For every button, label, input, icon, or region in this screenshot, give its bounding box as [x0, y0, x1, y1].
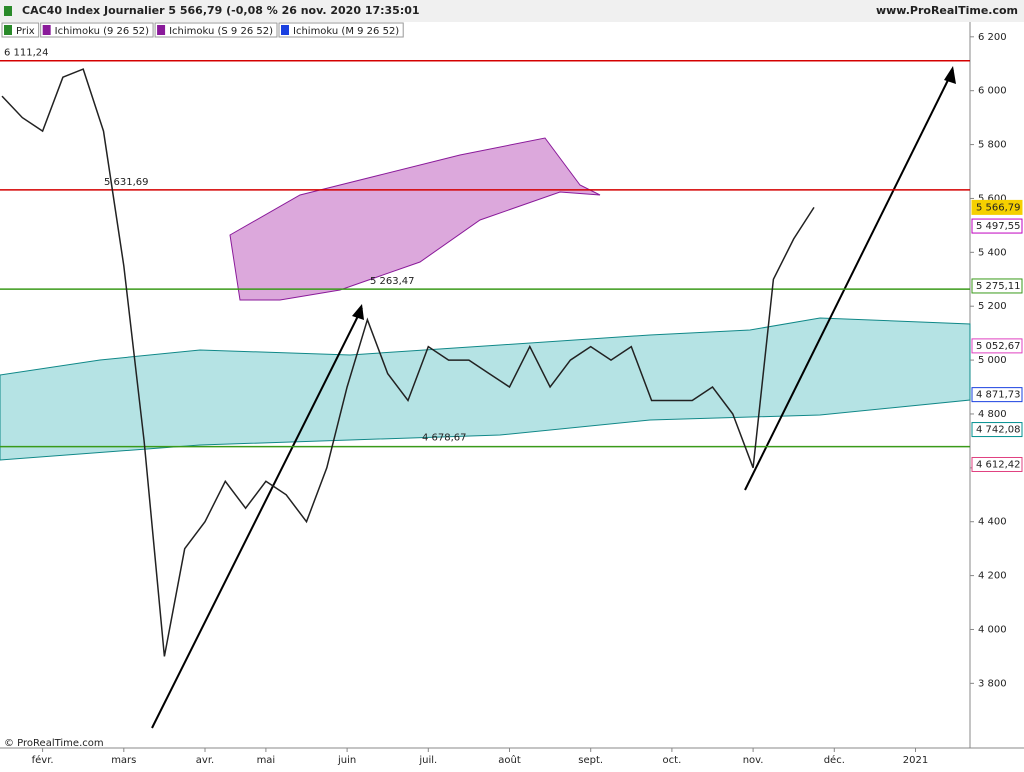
arrow [744, 69, 954, 491]
price-tag-label: 4 742,08 [976, 425, 1021, 436]
y-tick-label: 6 200 [978, 32, 1007, 43]
y-tick-label: 5 400 [978, 247, 1007, 258]
y-tick-label: 6 000 [978, 86, 1007, 97]
legend-swatch [281, 25, 289, 35]
arrowhead [944, 66, 956, 84]
x-tick-label: mars [111, 755, 136, 766]
x-tick-label: sept. [578, 755, 603, 766]
level-label: 4 678,67 [422, 433, 467, 444]
x-tick-label: nov. [743, 755, 764, 766]
footer: © ProRealTime.com [4, 738, 104, 749]
legend-box [1, 22, 40, 38]
x-tick-label: juin [337, 755, 356, 766]
price-tag-label: 4 612,42 [976, 459, 1021, 470]
price-tag [971, 338, 1023, 354]
x-tick-label: août [498, 754, 521, 766]
legend-swatch [4, 25, 12, 35]
x-tick-label: déc. [824, 754, 845, 766]
icon [4, 6, 12, 16]
legend-entry: Ichimoku (S 9 26 52) [169, 26, 273, 37]
y-tick-label: 5 000 [978, 355, 1007, 366]
level-label: 5 263,47 [370, 276, 415, 287]
price-tag [971, 456, 1023, 472]
price-tag [971, 218, 1023, 234]
title: CAC40 Index Journalier 5 566,79 (-0,08 %… [22, 4, 420, 17]
y-tick-label: 5 200 [978, 301, 1007, 312]
x-tick-label: oct. [663, 755, 682, 766]
price-tag-label: 5 497,55 [976, 221, 1021, 232]
legend-swatch [42, 25, 51, 35]
header-bar [0, 0, 1024, 22]
x-tick-label: févr. [32, 754, 54, 766]
y-tick-label: 4 000 [978, 624, 1007, 635]
x-tick-label: avr. [196, 755, 214, 766]
x-tick-label: 2021 [903, 755, 928, 766]
cloud [0, 317, 971, 461]
price-line [1, 68, 815, 657]
y-tick-label: 4 800 [978, 409, 1007, 420]
y-tick-label: 4 200 [978, 571, 1007, 582]
x-tick-label: juil. [418, 755, 437, 766]
site: www.ProRealTime.com [876, 4, 1018, 17]
level-label: 6 111,24 [4, 48, 49, 59]
legend-swatch [157, 25, 166, 35]
legend-box [40, 22, 154, 38]
price-tag [971, 278, 1023, 294]
x-tick-label: mai [257, 755, 276, 766]
legend-entry: Prix [16, 26, 35, 37]
price-tag-label: 5 566,79 [976, 202, 1021, 213]
price-tag [971, 387, 1023, 403]
y-tick-label: 5 600 [978, 193, 1007, 204]
price-tag-label: 4 871,73 [976, 390, 1021, 401]
legend-entry: Ichimoku (M 9 26 52) [293, 26, 399, 37]
legend-entry: Ichimoku (9 26 52) [55, 26, 149, 37]
y-tick-label: 3 800 [978, 678, 1007, 689]
arrow [151, 307, 363, 729]
arrowhead [352, 304, 364, 320]
y-tick-label: 5 800 [978, 140, 1007, 151]
price-tag [971, 199, 1023, 215]
level-label: 5 631,69 [104, 177, 149, 188]
price-tag-label: 5 275,11 [976, 281, 1021, 292]
price-tag-label: 5 052,67 [976, 341, 1021, 352]
cloud [229, 137, 601, 301]
price-tag [971, 422, 1023, 438]
legend-box [154, 22, 278, 38]
y-tick-label: 4 400 [978, 517, 1007, 528]
legend-box [278, 22, 404, 38]
